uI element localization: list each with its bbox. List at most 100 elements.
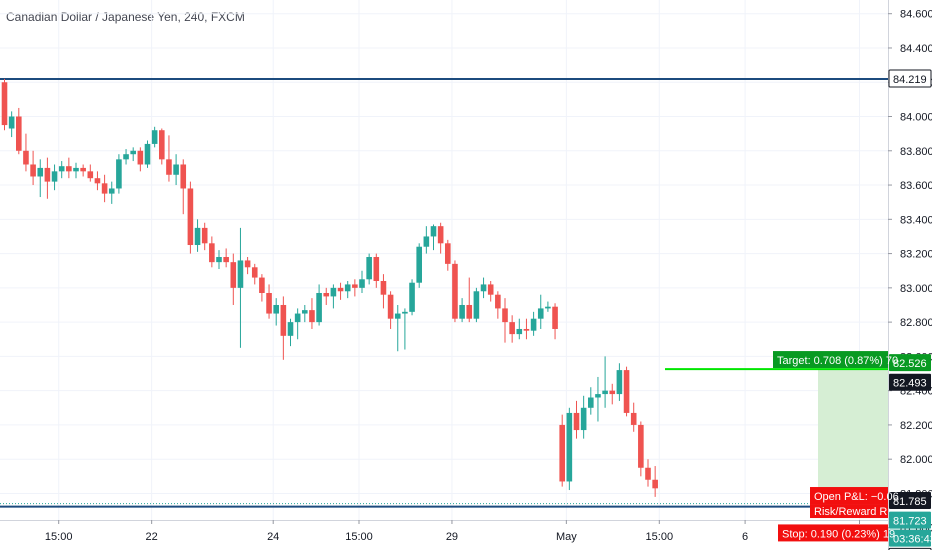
candle-body	[302, 310, 308, 314]
candle-body	[51, 171, 58, 182]
position-labels: Target: 0.708 (0.87%) 70 Open P&L: −0.06 R…	[773, 351, 899, 542]
candle-body	[516, 328, 523, 335]
candle-body	[487, 284, 494, 295]
candle-body	[130, 150, 136, 155]
candle-body	[366, 257, 372, 280]
price-tag-label: 03:36:43	[893, 534, 932, 546]
candle-body	[630, 412, 637, 425]
price-tag	[888, 69, 932, 88]
x-tick-label: 15:00	[45, 531, 73, 543]
price-tags: 84.21982.52682.49381.78581.72303:36:4381…	[888, 69, 932, 550]
candle-body	[359, 279, 365, 288]
candle-body	[244, 260, 251, 268]
price-tag-label: 81.785	[893, 496, 927, 508]
x-tick-label: 15:00	[646, 531, 674, 543]
candle-body	[530, 318, 537, 331]
candle-body	[187, 188, 194, 246]
candle-body	[151, 130, 158, 144]
price-tag-label: 82.526	[893, 358, 927, 370]
candle-body	[352, 284, 358, 288]
candle-body	[330, 287, 337, 297]
candle-body	[116, 159, 122, 189]
candle-body	[430, 226, 437, 237]
candle-body	[1, 82, 8, 126]
candle-body	[237, 260, 244, 288]
candle-body	[173, 164, 179, 175]
price-tag	[889, 354, 931, 372]
candle-body	[480, 284, 487, 292]
y-tick-label: 83.800	[900, 146, 932, 158]
open-pnl-label: Open P&L: −0.06	[814, 491, 899, 503]
candle-body	[123, 154, 129, 160]
candle-body	[294, 313, 301, 323]
x-tick-label: 15:00	[345, 531, 373, 543]
candle-body	[323, 292, 330, 297]
y-tick-label: 82.200	[900, 420, 932, 432]
y-tick-label: 82.000	[900, 454, 932, 466]
open-pnl-bg	[810, 487, 888, 505]
target-label-bg	[773, 351, 888, 369]
candle-body	[251, 267, 258, 278]
candle-body	[23, 150, 29, 165]
y-tick-label: 83.400	[900, 214, 932, 226]
y-tick-label: 83.000	[900, 283, 932, 295]
candle-body	[416, 246, 422, 283]
y-tick-label: 83.600	[900, 180, 932, 192]
price-tag	[889, 492, 931, 510]
candle-body	[580, 407, 587, 431]
candle-body	[402, 311, 408, 314]
candle-body	[44, 167, 51, 182]
x-tick-label: 29	[446, 531, 458, 543]
candle-body	[201, 227, 208, 244]
price-tag-label: 84.219	[893, 74, 927, 86]
candle-body	[638, 424, 644, 468]
price-tag-label: 81.723	[893, 516, 927, 528]
candle-body	[144, 143, 151, 165]
candle-body	[452, 263, 458, 319]
target-label: Target: 0.708 (0.87%) 70	[777, 355, 898, 367]
candle-body	[287, 322, 294, 336]
y-tick-label: 84.000	[900, 112, 932, 124]
candle-body	[595, 394, 601, 398]
candle-body	[394, 313, 401, 319]
candle-body	[30, 164, 36, 177]
candle-body	[459, 304, 465, 319]
stop-label: Stop: 0.190 (0.23%) 19	[782, 528, 895, 540]
candle-body	[87, 171, 94, 179]
candle-body	[423, 236, 430, 247]
horizontal-lines[interactable]	[0, 77, 888, 508]
candle-body	[344, 284, 351, 292]
price-tag	[889, 529, 931, 547]
candle-body	[280, 304, 287, 336]
candle-body	[588, 397, 594, 408]
candle-body	[616, 370, 623, 395]
y-tick-label: 83.200	[900, 249, 932, 261]
candle-body	[316, 292, 322, 323]
candle-body	[209, 243, 215, 263]
stop-label-bg	[778, 524, 888, 542]
candle-body	[309, 310, 315, 323]
candle-body	[409, 282, 415, 312]
candle-body	[223, 257, 229, 263]
candle-body	[559, 424, 565, 482]
candle-body	[609, 390, 616, 395]
candle-body	[166, 159, 172, 175]
candle-body	[337, 287, 344, 292]
candle-body	[437, 226, 444, 244]
candle-body	[537, 308, 544, 319]
candle-body	[101, 183, 108, 194]
candle-body	[495, 294, 501, 309]
candle-body	[273, 304, 279, 314]
y-tick-label: 84.400	[900, 43, 932, 55]
candle-body	[194, 227, 201, 246]
candle-body	[37, 167, 44, 177]
x-tick-label: 24	[267, 531, 279, 543]
candle-body	[523, 328, 530, 331]
price-axis[interactable]: 84.60084.40084.20084.00083.80083.60083.4…	[888, 0, 932, 550]
candle-body	[473, 291, 480, 319]
x-tick-label: May	[556, 531, 577, 543]
candle-body	[623, 370, 630, 413]
price-tag	[889, 373, 931, 391]
